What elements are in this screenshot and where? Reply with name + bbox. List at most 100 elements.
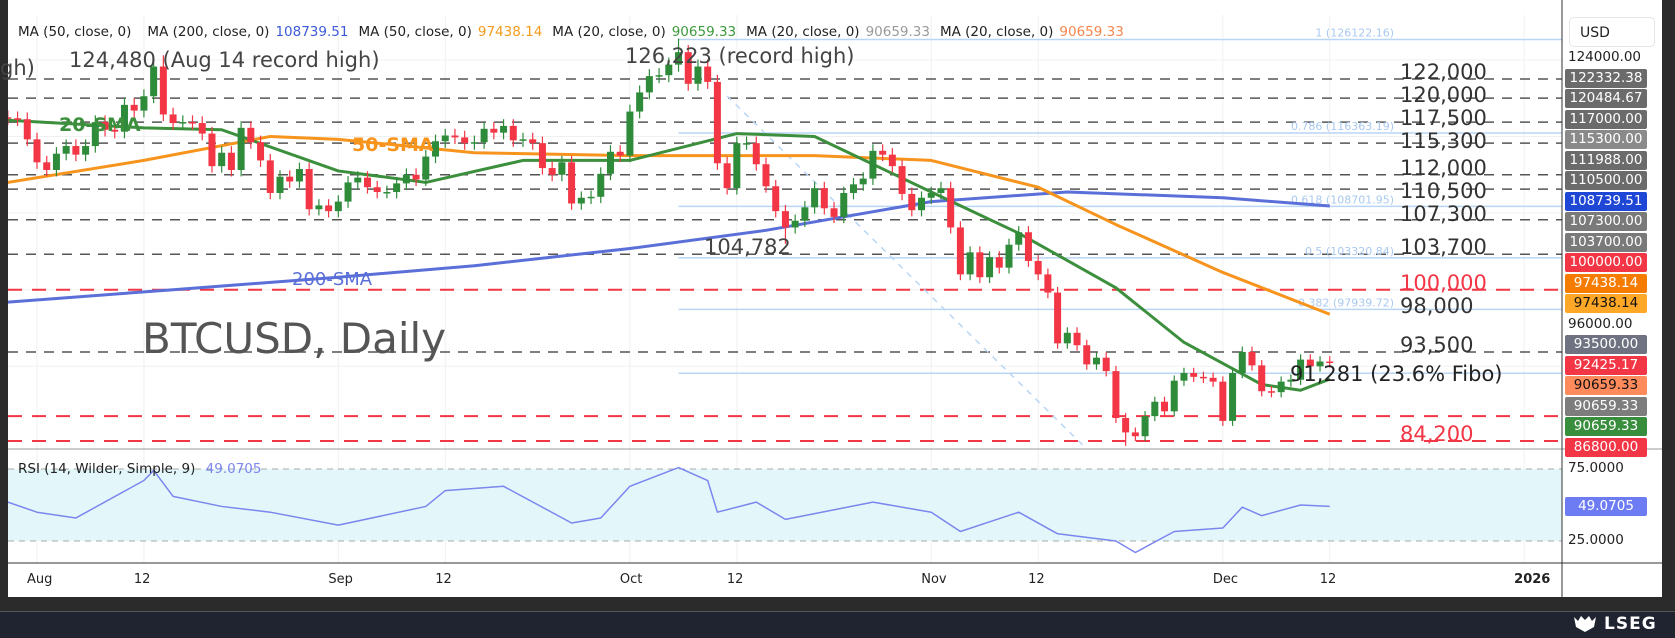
candle-2025-07-30[interactable] — [14, 111, 22, 126]
legend-item[interactable]: MA (200, close, 0) 108739.51 — [147, 24, 348, 40]
candle-2025-08-26[interactable] — [276, 170, 284, 200]
candle-2025-10-17[interactable] — [781, 204, 789, 244]
candle-2025-09-21[interactable] — [529, 132, 537, 150]
legend-item[interactable]: MA (20, close, 0) 90659.33 — [552, 24, 736, 40]
candle-2025-11-07[interactable] — [986, 251, 994, 284]
legend-item[interactable]: MA (50, close, 0) 97438.14 — [358, 24, 542, 40]
candle-2025-08-04[interactable] — [62, 139, 70, 161]
candle-2025-07-29[interactable] — [4, 110, 12, 126]
candle-2025-10-08[interactable] — [694, 59, 702, 91]
candle-2025-08-18[interactable] — [198, 116, 206, 141]
candle-2025-08-17[interactable] — [189, 115, 197, 130]
candle-2025-11-23[interactable] — [1141, 411, 1149, 442]
candle-2025-11-17[interactable] — [1083, 339, 1091, 370]
candle-2025-10-11[interactable] — [723, 156, 731, 195]
candle-2025-11-15[interactable] — [1063, 327, 1071, 349]
candle-2025-11-12[interactable] — [1034, 255, 1042, 281]
candle-2025-09-08[interactable] — [402, 168, 410, 190]
candle-2025-08-01[interactable] — [33, 132, 41, 169]
candle-2025-11-30[interactable] — [1209, 372, 1217, 387]
candle-2025-09-19[interactable] — [509, 119, 517, 147]
candle-2025-11-22[interactable] — [1131, 427, 1139, 442]
candle-2025-09-30[interactable] — [616, 145, 624, 163]
candle-2025-08-09[interactable] — [111, 123, 119, 139]
candle-2025-11-25[interactable] — [1161, 396, 1169, 417]
candle-2025-08-21[interactable] — [227, 146, 235, 177]
candle-2025-11-24[interactable] — [1151, 396, 1159, 422]
candle-2025-12-11[interactable] — [1316, 356, 1324, 372]
candle-2025-08-12[interactable] — [140, 89, 148, 118]
candle-2025-08-13[interactable] — [150, 59, 158, 104]
candle-2025-08-07[interactable] — [91, 115, 99, 153]
candle-2025-09-24[interactable] — [558, 155, 566, 182]
candle-2025-08-16[interactable] — [179, 115, 187, 130]
candle-2025-08-29[interactable] — [305, 162, 313, 216]
candle-2025-10-12[interactable] — [733, 136, 741, 195]
candle-2025-09-14[interactable] — [461, 130, 469, 150]
candle-2025-12-01[interactable] — [1219, 376, 1227, 426]
candle-2025-12-04[interactable] — [1248, 346, 1256, 371]
candle-2025-12-10[interactable] — [1306, 354, 1314, 372]
candle-2025-10-04[interactable] — [655, 68, 663, 84]
candle-2025-10-03[interactable] — [645, 69, 653, 100]
candle-2025-09-25[interactable] — [568, 155, 576, 210]
candle-2025-09-16[interactable] — [480, 122, 488, 149]
candle-2025-09-03[interactable] — [354, 171, 362, 189]
sma200-line[interactable] — [8, 190, 1330, 304]
candle-2025-10-20[interactable] — [811, 181, 819, 214]
candle-2025-11-18[interactable] — [1092, 352, 1100, 370]
candle-2025-10-23[interactable] — [840, 186, 848, 224]
candle-2025-10-22[interactable] — [830, 202, 838, 224]
candle-2025-11-29[interactable] — [1199, 371, 1207, 384]
candle-2025-11-05[interactable] — [966, 246, 974, 281]
candle-2025-10-21[interactable] — [820, 181, 828, 215]
candle-2025-09-09[interactable] — [412, 168, 420, 186]
candle-2025-09-01[interactable] — [334, 195, 342, 218]
candle-2025-09-20[interactable] — [519, 132, 527, 147]
candle-2025-09-02[interactable] — [344, 176, 352, 208]
candle-2025-09-27[interactable] — [587, 190, 595, 205]
candle-2025-09-29[interactable] — [606, 145, 614, 181]
candle-2025-08-05[interactable] — [72, 139, 80, 162]
candle-2025-10-09[interactable] — [704, 59, 712, 89]
candle-2025-10-16[interactable] — [772, 179, 780, 218]
candle-2025-11-10[interactable] — [1015, 226, 1023, 251]
candle-2025-10-15[interactable] — [762, 157, 770, 193]
candle-2025-12-09[interactable] — [1297, 354, 1305, 385]
currency-selector[interactable]: USD — [1569, 17, 1655, 47]
candle-2025-08-14[interactable] — [159, 55, 167, 122]
candle-2025-12-08[interactable] — [1287, 374, 1295, 387]
candle-2025-08-31[interactable] — [325, 199, 333, 218]
candle-2025-11-20[interactable] — [1112, 365, 1120, 424]
candle-2025-09-18[interactable] — [500, 119, 508, 140]
candle-2025-11-04[interactable] — [956, 221, 964, 281]
candle-2025-12-07[interactable] — [1277, 376, 1285, 398]
sma20-line[interactable] — [8, 118, 1331, 392]
candle-2025-09-28[interactable] — [597, 167, 605, 204]
candle-2025-09-06[interactable] — [383, 185, 391, 199]
candle-2025-11-08[interactable] — [995, 251, 1003, 274]
candle-2025-11-14[interactable] — [1054, 286, 1062, 349]
candle-2025-10-07[interactable] — [684, 45, 692, 91]
candle-2025-08-25[interactable] — [266, 153, 274, 200]
candle-2025-11-27[interactable] — [1180, 367, 1188, 386]
candle-2025-08-28[interactable] — [295, 162, 303, 188]
candle-2025-09-17[interactable] — [490, 122, 498, 140]
candle-2025-08-10[interactable] — [120, 98, 128, 139]
candle-2025-10-18[interactable] — [791, 214, 799, 234]
candle-2025-09-15[interactable] — [470, 135, 478, 150]
candle-2025-10-19[interactable] — [801, 201, 809, 227]
candle-2025-10-25[interactable] — [859, 172, 867, 191]
fib-trend-line[interactable] — [726, 95, 1088, 449]
candle-2025-10-30[interactable] — [908, 187, 916, 217]
candle-2025-11-28[interactable] — [1190, 367, 1198, 383]
candle-2025-10-01[interactable] — [626, 104, 634, 163]
candle-2025-10-10[interactable] — [713, 74, 721, 170]
candle-2025-11-06[interactable] — [976, 246, 984, 284]
candle-2025-08-02[interactable] — [43, 155, 51, 177]
candle-2025-11-09[interactable] — [1005, 238, 1013, 274]
candle-2025-08-20[interactable] — [218, 146, 226, 173]
candle-2025-09-26[interactable] — [577, 191, 585, 210]
candle-2025-11-01[interactable] — [927, 186, 935, 205]
